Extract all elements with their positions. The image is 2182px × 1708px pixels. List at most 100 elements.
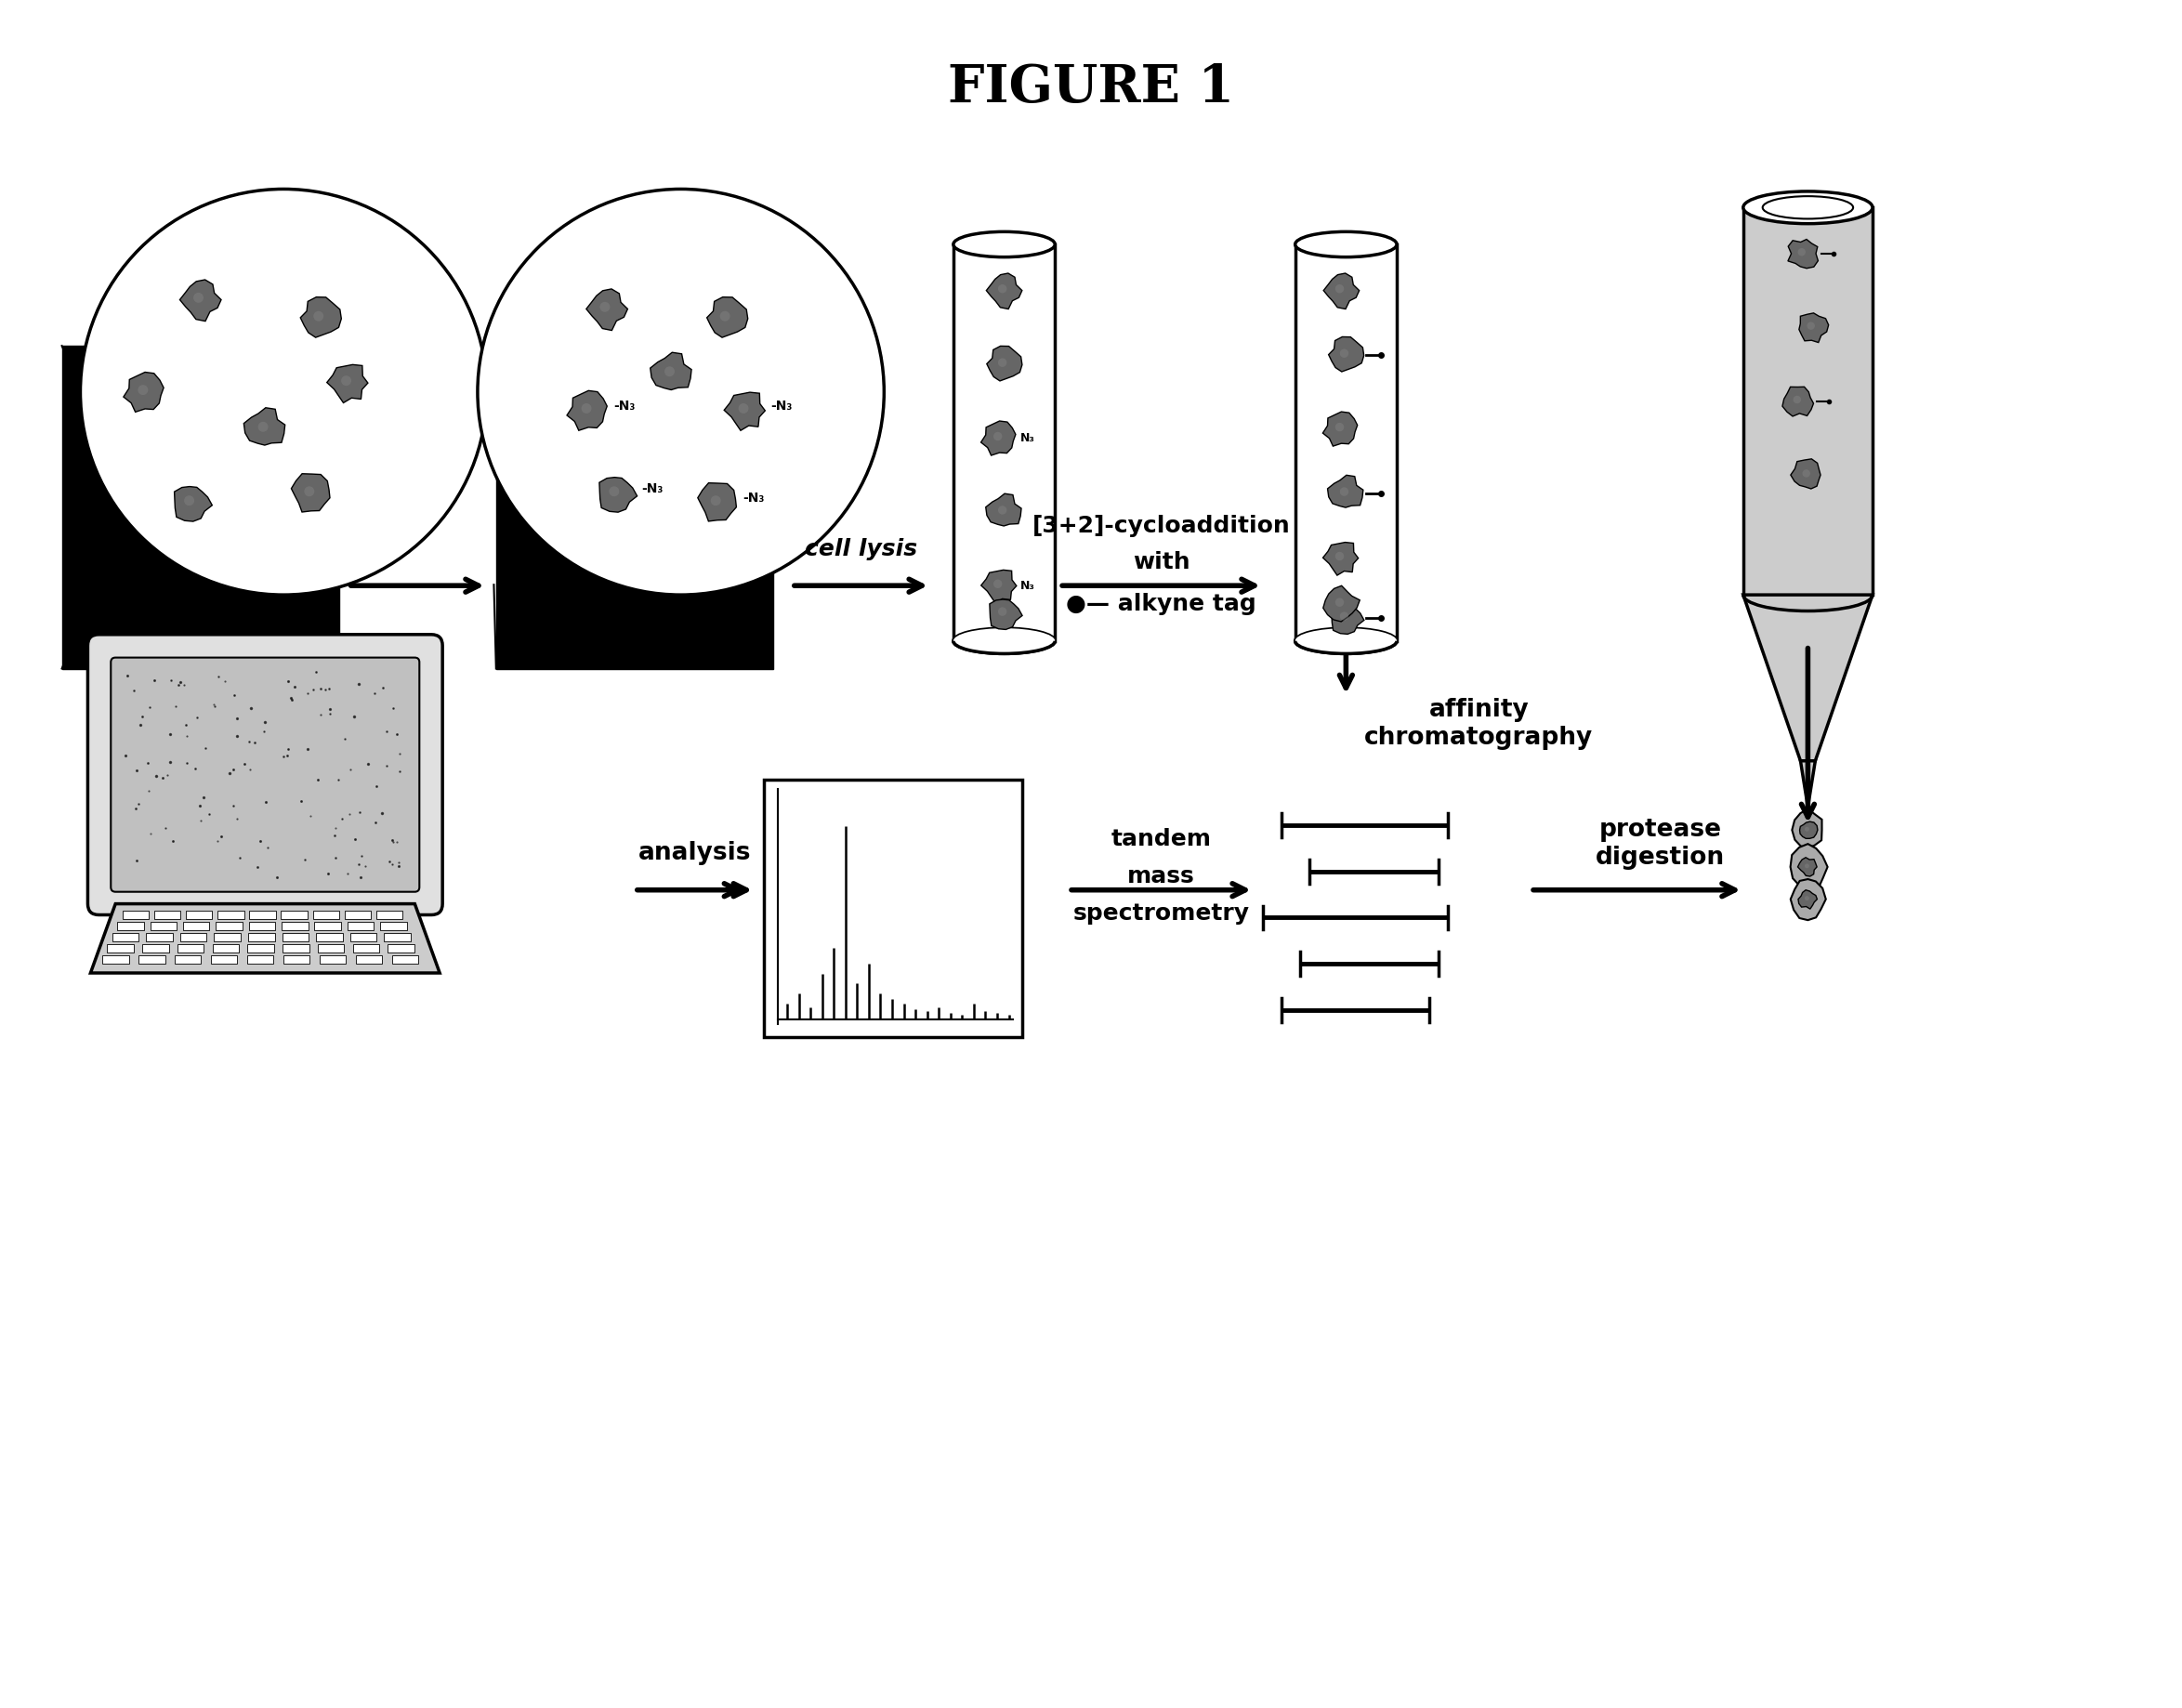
Bar: [142, 945, 168, 953]
Bar: [1743, 207, 1872, 594]
Circle shape: [303, 487, 314, 497]
Text: -N₃: -N₃: [642, 482, 663, 495]
Polygon shape: [1322, 412, 1357, 446]
Bar: [249, 933, 275, 941]
Bar: [281, 922, 308, 931]
Circle shape: [314, 311, 323, 321]
Circle shape: [1798, 248, 1807, 256]
Circle shape: [600, 302, 611, 313]
Polygon shape: [1791, 810, 1822, 849]
Bar: [764, 779, 1023, 1037]
Polygon shape: [986, 347, 1021, 381]
Circle shape: [1335, 284, 1344, 294]
Bar: [103, 955, 129, 963]
Polygon shape: [1798, 857, 1818, 876]
Polygon shape: [244, 408, 286, 446]
Circle shape: [81, 190, 487, 594]
Polygon shape: [1800, 822, 1818, 839]
Polygon shape: [707, 297, 748, 338]
FancyBboxPatch shape: [87, 634, 443, 915]
Bar: [183, 922, 209, 931]
Polygon shape: [1324, 273, 1359, 309]
Polygon shape: [1791, 844, 1829, 890]
Polygon shape: [1798, 313, 1829, 343]
Circle shape: [1335, 598, 1344, 606]
Bar: [247, 945, 275, 953]
Text: -N₃: -N₃: [742, 492, 764, 504]
Polygon shape: [1331, 605, 1364, 634]
Bar: [216, 922, 242, 931]
Polygon shape: [600, 477, 637, 512]
Circle shape: [257, 422, 268, 432]
Bar: [356, 955, 382, 963]
Polygon shape: [991, 600, 1023, 630]
Circle shape: [1805, 827, 1809, 832]
Bar: [247, 955, 273, 963]
Bar: [146, 933, 172, 941]
Circle shape: [137, 384, 148, 395]
Polygon shape: [1800, 760, 1815, 806]
Bar: [281, 933, 308, 941]
Circle shape: [478, 190, 884, 594]
Circle shape: [1335, 422, 1344, 432]
Circle shape: [993, 432, 1002, 441]
Bar: [118, 922, 144, 931]
Circle shape: [1340, 348, 1348, 357]
Polygon shape: [587, 289, 628, 330]
Ellipse shape: [954, 629, 1054, 654]
Ellipse shape: [1743, 191, 1872, 224]
Circle shape: [340, 376, 351, 386]
Polygon shape: [124, 372, 164, 412]
Polygon shape: [698, 483, 735, 521]
Polygon shape: [1329, 336, 1364, 372]
Polygon shape: [982, 570, 1017, 603]
Polygon shape: [1327, 475, 1364, 507]
Polygon shape: [982, 420, 1015, 456]
Polygon shape: [290, 473, 329, 512]
Bar: [375, 910, 404, 919]
Polygon shape: [1787, 239, 1818, 268]
Ellipse shape: [1763, 196, 1853, 219]
Text: analysis: analysis: [637, 840, 751, 866]
Polygon shape: [327, 364, 369, 403]
Ellipse shape: [1296, 629, 1396, 654]
Polygon shape: [301, 297, 340, 338]
Bar: [218, 910, 244, 919]
Bar: [347, 922, 373, 931]
Circle shape: [1340, 487, 1348, 495]
Text: cell lysis: cell lysis: [805, 538, 916, 560]
Text: affinity
chromatography: affinity chromatography: [1364, 699, 1593, 750]
FancyBboxPatch shape: [111, 658, 419, 892]
Bar: [249, 922, 275, 931]
Bar: [319, 955, 347, 963]
Text: AHA (-N₃) +
D10-Leu
incorporation: AHA (-N₃) + D10-Leu incorporation: [116, 632, 295, 705]
Text: N₃: N₃: [1019, 579, 1034, 591]
Bar: [388, 945, 415, 953]
Circle shape: [1805, 864, 1809, 868]
Polygon shape: [1783, 386, 1813, 417]
Bar: [314, 922, 340, 931]
Ellipse shape: [954, 629, 1054, 654]
Circle shape: [993, 579, 1002, 588]
Bar: [155, 910, 181, 919]
Ellipse shape: [954, 232, 1054, 258]
Bar: [349, 933, 377, 941]
Polygon shape: [567, 391, 607, 430]
Circle shape: [580, 403, 591, 413]
Circle shape: [1802, 470, 1811, 477]
Text: FIGURE 1: FIGURE 1: [947, 61, 1235, 113]
Circle shape: [711, 495, 720, 506]
Circle shape: [738, 403, 748, 413]
Polygon shape: [1791, 880, 1826, 921]
Bar: [384, 933, 410, 941]
Bar: [107, 945, 133, 953]
Bar: [284, 945, 310, 953]
Bar: [137, 955, 166, 963]
Bar: [214, 933, 240, 941]
Bar: [353, 945, 380, 953]
Ellipse shape: [1296, 232, 1396, 258]
Circle shape: [183, 495, 194, 506]
Circle shape: [609, 487, 620, 497]
Bar: [954, 244, 1054, 640]
Bar: [345, 910, 371, 919]
